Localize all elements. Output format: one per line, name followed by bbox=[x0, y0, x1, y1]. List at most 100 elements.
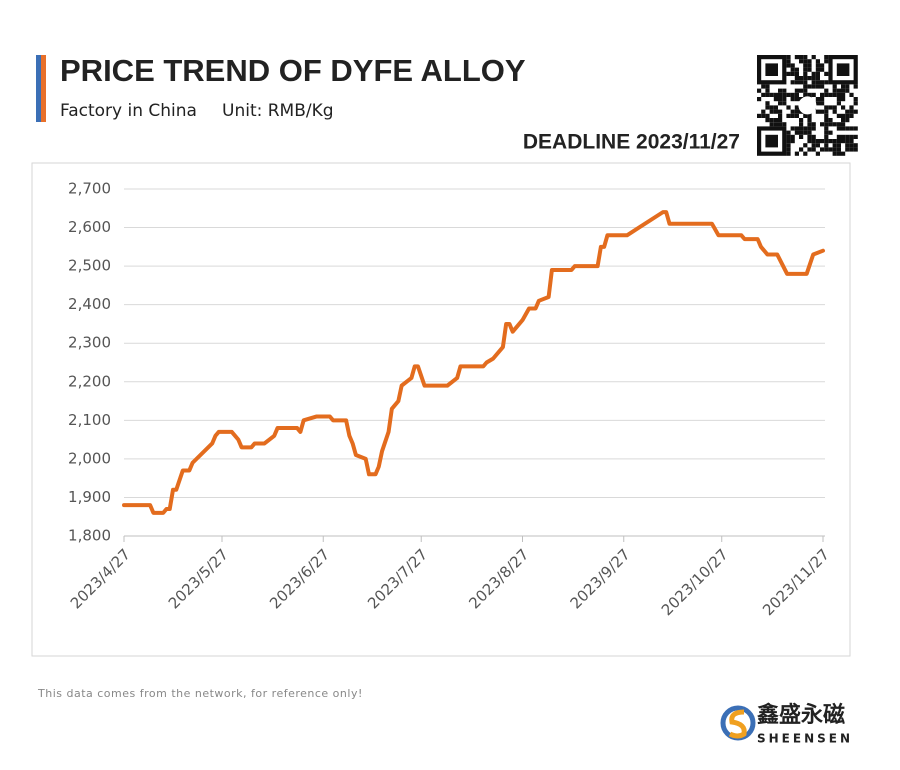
qr-cell bbox=[794, 126, 799, 131]
qr-cell bbox=[765, 105, 770, 110]
qr-cell bbox=[786, 139, 791, 144]
qr-cell bbox=[786, 130, 791, 135]
qr-cell bbox=[778, 88, 783, 93]
qr-cell bbox=[794, 92, 799, 97]
qr-cell bbox=[778, 109, 783, 114]
qr-cell bbox=[765, 118, 770, 123]
qr-cell bbox=[824, 88, 829, 93]
logo: 鑫盛永磁 SHEENSEN bbox=[720, 702, 853, 746]
qr-cell bbox=[811, 92, 816, 97]
qr-cell bbox=[778, 122, 783, 127]
qr-cell bbox=[765, 113, 770, 118]
qr-cell bbox=[799, 147, 804, 152]
qr-cell bbox=[790, 139, 795, 144]
qr-cell bbox=[799, 76, 804, 81]
qr-cell bbox=[824, 126, 829, 131]
qr-cell bbox=[794, 76, 799, 81]
qr-cell bbox=[849, 147, 854, 152]
qr-cell bbox=[786, 143, 791, 148]
qr-cell bbox=[824, 92, 829, 97]
qr-cell bbox=[786, 151, 791, 156]
qr-cell bbox=[790, 71, 795, 76]
qr-cell bbox=[799, 126, 804, 131]
qr-cell bbox=[794, 67, 799, 72]
brand-en: SHEENSEN bbox=[757, 732, 853, 746]
accent-bar-orange bbox=[41, 55, 46, 122]
qr-cell bbox=[803, 126, 808, 131]
qr-cell bbox=[845, 139, 850, 144]
qr-cell bbox=[815, 80, 820, 85]
qr-cell bbox=[845, 118, 850, 123]
qr-cell bbox=[820, 84, 825, 89]
qr-cell bbox=[828, 130, 833, 135]
qr-cell bbox=[845, 126, 850, 131]
qr-cell bbox=[841, 97, 846, 102]
qr-cell bbox=[794, 105, 799, 110]
y-tick-label: 2,000 bbox=[68, 449, 111, 467]
qr-cell bbox=[803, 80, 808, 85]
qr-cell bbox=[794, 109, 799, 114]
qr-cell bbox=[786, 59, 791, 64]
qr-cell bbox=[824, 143, 829, 148]
qr-cell bbox=[807, 118, 812, 123]
qr-cell bbox=[803, 63, 808, 68]
qr-cell bbox=[849, 109, 854, 114]
qr-cell bbox=[773, 92, 778, 97]
y-tick-label: 2,600 bbox=[68, 218, 111, 236]
qr-finder-core bbox=[765, 134, 778, 148]
qr-cell bbox=[836, 101, 841, 106]
qr-cell bbox=[853, 109, 858, 114]
qr-cell bbox=[824, 80, 829, 85]
qr-cell bbox=[845, 143, 850, 148]
qr-cell bbox=[828, 105, 833, 110]
qr-cell bbox=[815, 59, 820, 64]
qr-cell bbox=[761, 84, 766, 89]
qr-cell bbox=[807, 67, 812, 72]
qr-cell bbox=[790, 134, 795, 139]
qr-cell bbox=[765, 84, 770, 89]
qr-cell bbox=[790, 109, 795, 114]
qr-cell bbox=[811, 126, 816, 131]
qr-cell bbox=[786, 147, 791, 152]
qr-cell bbox=[820, 139, 825, 144]
qr-cell bbox=[757, 113, 762, 118]
qr-cell bbox=[790, 67, 795, 72]
qr-cell bbox=[815, 97, 820, 102]
qr-cell bbox=[778, 97, 783, 102]
qr-cell bbox=[832, 122, 837, 127]
qr-cell bbox=[794, 151, 799, 156]
qr-cell bbox=[824, 147, 829, 152]
qr-cell bbox=[807, 147, 812, 152]
qr-cell bbox=[824, 118, 829, 123]
qr-cell bbox=[836, 147, 841, 152]
qr-cell bbox=[807, 59, 812, 64]
qr-finder bbox=[756, 54, 787, 85]
qr-cell bbox=[782, 101, 787, 106]
qr-cell bbox=[849, 113, 854, 118]
qr-cell bbox=[820, 147, 825, 152]
qr-cell bbox=[807, 134, 812, 139]
qr-cell bbox=[799, 122, 804, 127]
qr-cell bbox=[807, 130, 812, 135]
qr-cell bbox=[836, 92, 841, 97]
qr-cell bbox=[836, 97, 841, 102]
qr-cell bbox=[811, 71, 816, 76]
qr-cell bbox=[807, 139, 812, 144]
qr-cell bbox=[786, 92, 791, 97]
qr-cell bbox=[815, 109, 820, 114]
qr-cell bbox=[786, 55, 791, 60]
accent-bar-blue bbox=[36, 55, 41, 122]
qr-cell bbox=[836, 151, 841, 156]
qr-cell bbox=[811, 147, 816, 152]
qr-cell bbox=[761, 92, 766, 97]
qr-cell bbox=[845, 113, 850, 118]
qr-cell bbox=[853, 84, 858, 89]
qr-cell bbox=[811, 134, 816, 139]
qr-cell bbox=[782, 97, 787, 102]
qr-cell bbox=[799, 80, 804, 85]
qr-cell bbox=[849, 134, 854, 139]
qr-cell bbox=[794, 55, 799, 60]
brand-cn: 鑫盛永磁 bbox=[757, 702, 845, 728]
qr-cell bbox=[782, 92, 787, 97]
